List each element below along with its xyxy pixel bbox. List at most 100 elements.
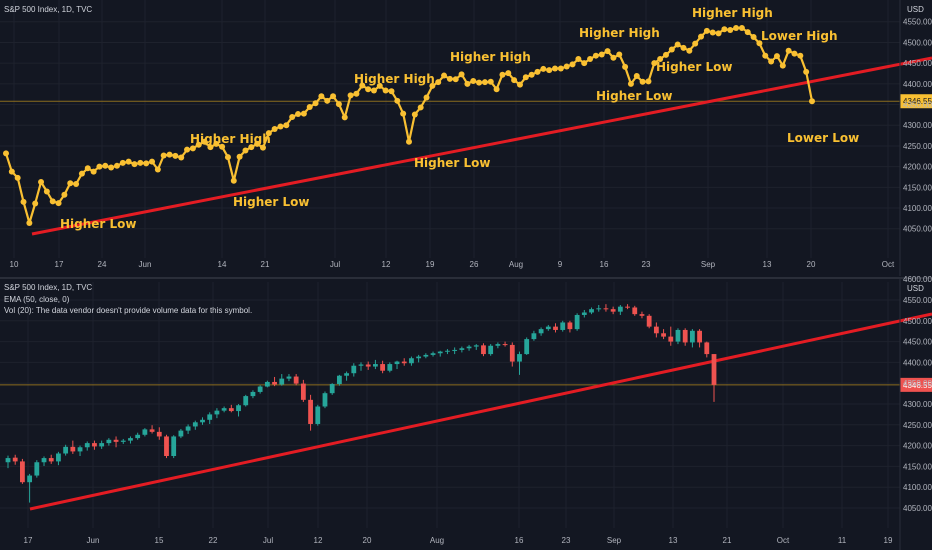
price-point [382, 87, 389, 94]
volume-indicator-label[interactable]: Vol (20): The data vendor doesn't provid… [4, 306, 253, 315]
candle-body [315, 406, 321, 424]
candle-body [12, 457, 18, 462]
price-point [633, 72, 640, 79]
top-price-tag [900, 94, 932, 109]
candle-body [560, 322, 566, 330]
candle-body [56, 453, 61, 462]
candle-body [257, 386, 263, 392]
price-point [347, 92, 354, 99]
bottom-x-axis: 17 Jun 15 22 Jul 12 20 Aug 16 23 Sep 13 21 Oct 11 19 [24, 536, 893, 545]
top-x-tick: 26 [470, 260, 479, 269]
price-point [14, 174, 21, 181]
price-point [400, 110, 407, 117]
candle-body [142, 429, 148, 435]
candle-body [394, 361, 400, 365]
candle-body [171, 436, 177, 456]
candle-body [373, 364, 378, 367]
candle-body [495, 344, 501, 346]
candle-body [228, 408, 234, 412]
top-y-tick: 4500.00 [903, 38, 932, 47]
price-point [651, 60, 658, 67]
price-point [248, 144, 255, 151]
candle-body [322, 393, 328, 407]
top-x-tick: 20 [807, 260, 816, 269]
price-point [219, 143, 226, 150]
top-y-tick: 4350.00 [903, 101, 932, 110]
candle-body [689, 330, 695, 343]
bottom-candles [5, 304, 717, 503]
candle-body [351, 365, 357, 374]
price-point [727, 27, 734, 34]
price-point [470, 77, 477, 84]
price-point [330, 93, 337, 100]
candle-body [113, 439, 119, 442]
price-point [178, 154, 185, 161]
bottom-y-tick: 4200.00 [903, 442, 932, 451]
candle-body [517, 354, 522, 362]
price-point [662, 51, 669, 58]
candle-body [63, 446, 69, 454]
price-point [3, 150, 9, 157]
price-point [773, 53, 780, 60]
candle-body [473, 345, 479, 347]
price-point [113, 162, 120, 169]
candle-body [603, 308, 609, 310]
bottom-x-tick: 15 [155, 536, 164, 545]
bottom-y-axis: 4050.00 4100.00 4150.00 4200.00 4250.00 4300.… [899, 275, 932, 550]
price-point [312, 100, 319, 107]
annotation-label: Higher Low [414, 156, 491, 170]
price-point [108, 164, 115, 171]
top-x-tick: Jun [139, 260, 152, 269]
bottom-x-tick: 12 [314, 536, 323, 545]
price-point [324, 97, 331, 104]
annotation-label: Higher High [190, 132, 271, 146]
top-x-tick: 19 [426, 260, 435, 269]
bottom-y-tick: 4150.00 [903, 462, 932, 471]
top-y-tick: 4100.00 [903, 204, 932, 213]
top-y-tick: 4150.00 [903, 183, 932, 192]
candle-body [70, 446, 76, 452]
price-point [242, 147, 249, 154]
top-price-series [3, 24, 815, 226]
top-x-tick: 10 [10, 260, 19, 269]
top-x-tick: 9 [558, 260, 563, 269]
price-point [476, 79, 483, 86]
annotation-label: Lower Low [787, 131, 859, 145]
top-x-tick: 16 [600, 260, 609, 269]
candle-body [293, 376, 299, 384]
price-point [534, 68, 541, 75]
price-point [569, 61, 576, 68]
price-point [505, 70, 512, 77]
price-point [464, 80, 471, 87]
top-x-tick: 14 [218, 260, 227, 269]
candle-body [336, 375, 342, 385]
ema-indicator-label[interactable]: EMA (50, close, 0) [4, 295, 70, 304]
bottom-price-tag-label: 4346.55 [903, 381, 932, 390]
candle-body [610, 309, 616, 312]
candle-body [423, 354, 429, 357]
candle-body [704, 342, 710, 355]
price-point [563, 63, 570, 70]
top-currency-label: USD [907, 5, 924, 14]
price-point [809, 98, 815, 105]
candle-body [639, 314, 645, 316]
candle-body [243, 396, 249, 406]
annotation-label: Higher High [450, 50, 531, 64]
candle-body [236, 405, 241, 412]
bottom-x-tick: 23 [562, 536, 571, 545]
candle-body [452, 349, 458, 351]
bottom-y-tick: 4450.00 [903, 338, 932, 347]
price-point [674, 41, 681, 48]
price-point [557, 65, 564, 72]
price-point [715, 30, 722, 37]
candle-body [106, 439, 112, 444]
price-point [452, 76, 459, 83]
candle-body [185, 426, 191, 431]
price-point [224, 154, 231, 161]
price-point [516, 81, 523, 88]
price-point [487, 78, 494, 85]
bottom-trendline [29, 312, 932, 511]
price-point [744, 29, 751, 36]
price-point [575, 56, 582, 62]
